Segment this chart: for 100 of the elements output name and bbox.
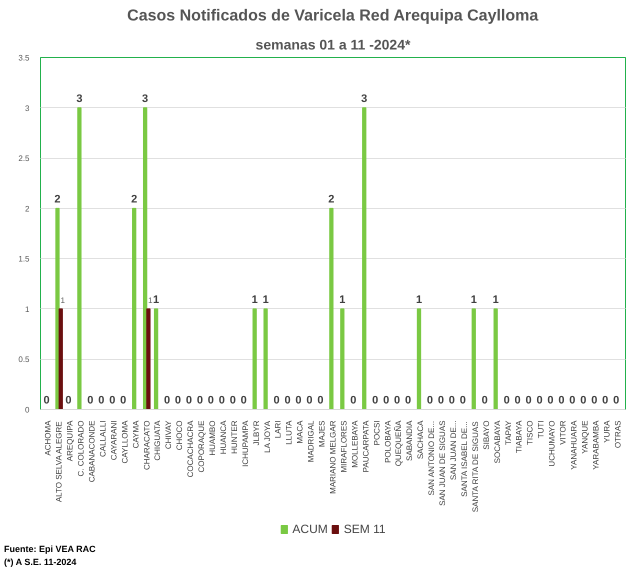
x-tick-label: CHIVAY (164, 420, 174, 450)
bar (58, 308, 63, 410)
data-label: 0 (426, 394, 434, 406)
x-tick-label: TIABAYA (514, 420, 524, 454)
x-tick-label: SABANDIA (405, 420, 414, 461)
data-label: 0 (350, 394, 356, 406)
bar (77, 107, 82, 410)
x-tick-label: LLUTA (284, 420, 294, 445)
x-tick-label: TISCO (526, 420, 535, 445)
data-label: 0 (547, 394, 554, 406)
x-tick-label: UCHUMAYO (548, 420, 557, 467)
data-label: 0 (240, 394, 247, 406)
x-tick-label: CABANACONDE (87, 420, 96, 482)
data-label: 1 (148, 296, 154, 305)
data-label: 0 (65, 394, 72, 406)
data-label: 0 (372, 394, 378, 406)
data-label: 0 (525, 394, 532, 406)
bar (142, 107, 148, 410)
x-tick-label: TUTI (536, 420, 546, 438)
x-tick-label: SANTA ISABEL DE... (460, 421, 469, 497)
x-tick-label: YANAHUARA (570, 420, 579, 470)
data-label: 0 (383, 394, 390, 406)
y-tick-label: 2.5 (18, 154, 30, 164)
bar (154, 308, 158, 410)
data-label: 0 (591, 394, 598, 406)
x-tick-label: CAYARANI (109, 420, 118, 460)
y-tick-label: 3 (25, 104, 30, 113)
y-tick-label: 2 (25, 204, 30, 214)
y-tick-label: 1 (25, 304, 30, 314)
data-label: 0 (109, 394, 116, 406)
x-tick-label: SAN ANTONIO DE... (427, 420, 436, 496)
x-tick-label: CHOCO (175, 420, 184, 450)
data-label: 1 (339, 294, 346, 306)
bar (263, 308, 268, 410)
x-tick-label: SAN JUAN DE SIGUAS (438, 420, 448, 506)
x-tick-label: AREQUIPA (66, 420, 75, 462)
data-label: 0 (460, 394, 466, 406)
x-tick-label: MAJES (318, 420, 327, 448)
data-label: 0 (536, 394, 543, 406)
x-tick-label: OTRAS (613, 420, 622, 448)
data-label: 2 (54, 193, 61, 206)
bar (362, 107, 366, 410)
data-label: 3 (361, 92, 368, 105)
data-label: 0 (394, 394, 400, 406)
bar (146, 308, 151, 410)
data-label: 0 (602, 394, 608, 406)
x-tick-label: QUEQUEÑA (393, 420, 404, 466)
x-tick-label: MARIANO MELGAR (328, 420, 338, 494)
data-label: 0 (448, 394, 455, 406)
x-tick-label: YARABAMBA (591, 420, 600, 470)
x-tick-label: PAUCARPATA (361, 420, 370, 472)
legend-label: SEM 11 (344, 522, 386, 536)
x-tick-label: SAN JUAN DE... (449, 420, 458, 480)
data-label: 0 (284, 394, 291, 406)
data-label: 0 (208, 394, 214, 406)
data-label: 0 (580, 394, 586, 406)
data-label: 1 (416, 294, 422, 306)
data-label: 1 (60, 296, 66, 305)
x-tick-label: HUANCA (218, 420, 228, 454)
x-tick-label: JLBYR (252, 420, 261, 446)
x-tick-label: CAYMA (131, 420, 140, 448)
bar (252, 308, 257, 410)
data-label: 3 (76, 92, 82, 105)
x-tick-label: HUAMBO (208, 420, 217, 456)
data-label: 0 (274, 394, 280, 406)
bar (132, 208, 136, 410)
x-tick-label: LA JOYA (262, 420, 272, 453)
legend-label: ACUM (292, 522, 328, 536)
x-tick-label: CHARACATO (142, 420, 152, 470)
data-label: 1 (153, 294, 160, 306)
data-label: 1 (492, 294, 499, 306)
data-label: 2 (131, 193, 138, 206)
data-label: 1 (470, 294, 477, 306)
data-label: 0 (514, 394, 521, 406)
data-label: 0 (218, 394, 225, 406)
data-label: 0 (196, 394, 203, 406)
x-tick-label: MOLLEBAYA (350, 420, 360, 468)
data-label: 0 (438, 394, 444, 406)
data-label: 0 (613, 394, 620, 406)
data-label: 0 (174, 394, 182, 406)
x-tick-label: C. COLORADO (76, 420, 86, 477)
x-tick-label: YURA (602, 420, 612, 443)
x-tick-label: CAYLLOMA (120, 420, 130, 464)
data-label: 0 (164, 394, 170, 406)
x-tick-label: ICHUPAMPA (240, 420, 250, 467)
bar (416, 308, 422, 410)
data-label: 0 (186, 394, 192, 406)
bar (494, 308, 498, 410)
x-tick-label: TAPAY (504, 420, 513, 445)
x-tick-label: ALTO SELVA ALEGRE (54, 421, 64, 502)
data-label: 0 (87, 394, 94, 406)
data-label: 0 (317, 394, 324, 406)
x-tick-label: COPORAQUE (197, 420, 206, 473)
x-tick-label: ACHOMA (44, 420, 53, 456)
x-tick-label: CALLALLI (98, 420, 108, 457)
bar (340, 308, 344, 410)
bar (329, 208, 334, 410)
data-label: 0 (504, 394, 510, 406)
source-note: Fuente: Epi VEA RAC (4, 543, 96, 556)
bar (472, 308, 476, 410)
